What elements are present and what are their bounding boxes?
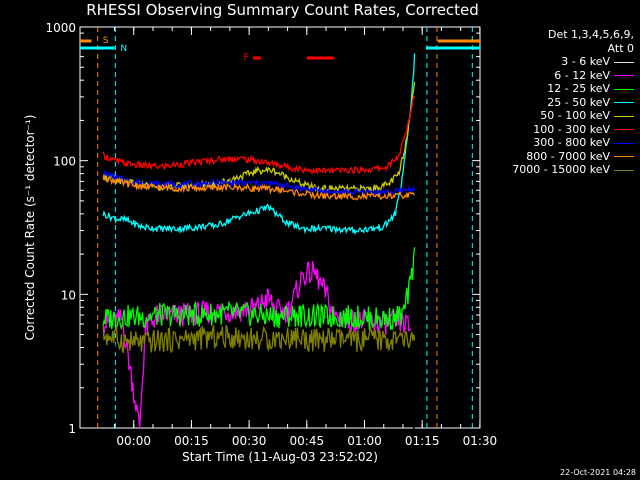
series-line <box>102 95 416 175</box>
legend-swatch <box>614 102 634 103</box>
legend-header-line-1: Det 1,3,4,5,6,9, <box>547 28 634 41</box>
x-tick-label: 00:30 <box>232 434 267 448</box>
legend-swatch <box>614 61 634 63</box>
legend-entry: 6 - 12 keV <box>512 69 634 83</box>
legend-entry: 12 - 25 keV <box>512 82 634 96</box>
flag-label-N: N <box>120 44 127 54</box>
generation-timestamp: 22-Oct-2021 04:28 <box>560 468 636 477</box>
series-line <box>102 53 416 236</box>
series-line <box>102 169 416 198</box>
x-tick-label: 01:00 <box>347 434 382 448</box>
y-axis-label: Corrected Count Rate (s⁻¹ detector⁻¹) <box>23 115 37 341</box>
x-axis-label: Start Time (11-Aug-03 23:52:02) <box>182 450 378 464</box>
legend-entry-label: 100 - 300 keV <box>533 122 610 136</box>
legend-entry-label: 3 - 6 keV <box>561 55 610 68</box>
legend-entry: 300 - 800 keV <box>512 136 634 150</box>
plot-frame <box>79 26 481 429</box>
series-line <box>102 247 416 331</box>
legend-entry: 7000 - 15000 keV <box>512 163 634 177</box>
legend-entry-label: 25 - 50 keV <box>547 95 610 109</box>
legend-entry: 100 - 300 keV <box>512 123 634 137</box>
legend-swatch <box>614 115 634 117</box>
flag-label-S: S <box>103 36 109 46</box>
series-line <box>102 324 416 354</box>
legend-entry-label: 7000 - 15000 keV <box>512 163 610 176</box>
y-tick-label: 100 <box>53 155 76 169</box>
legend-entry: 50 - 100 keV <box>512 109 634 123</box>
legend-entry: 25 - 50 keV <box>512 96 634 110</box>
legend-swatch <box>614 129 634 130</box>
x-tick-label: 01:30 <box>463 434 498 448</box>
legend: Det 1,3,4,5,6,9, Att 0 3 - 6 keV 6 - 12 k… <box>512 28 634 177</box>
y-tick-label: 10 <box>61 288 76 302</box>
series-line <box>102 285 415 429</box>
legend-entry-label: 12 - 25 keV <box>547 82 610 95</box>
legend-swatch <box>614 75 634 76</box>
legend-swatch <box>614 169 634 171</box>
legend-entry-label: 300 - 800 keV <box>533 136 610 149</box>
x-tick-label: 00:15 <box>174 434 209 448</box>
series-line <box>102 174 416 201</box>
legend-entry: 800 - 7000 keV <box>512 150 634 164</box>
x-tick-label: 00:45 <box>290 434 325 448</box>
y-tick-label: 1 <box>68 422 76 436</box>
x-tick-label: 01:15 <box>405 434 440 448</box>
x-tick-label: 00:00 <box>116 434 151 448</box>
legend-swatch <box>614 156 634 157</box>
legend-entry-label: 50 - 100 keV <box>540 109 610 122</box>
chart-title: RHESSI Observing Summary Count Rates, Co… <box>86 1 479 19</box>
legend-header-line-2: Att 0 <box>607 41 634 55</box>
legend-entry-label: 6 - 12 keV <box>554 68 610 82</box>
flag-label-F: F <box>243 53 248 63</box>
series-line <box>102 81 416 194</box>
series-line <box>102 261 412 429</box>
legend-entry: 3 - 6 keV <box>512 55 634 69</box>
legend-swatch <box>614 142 634 144</box>
y-tick-label: 1000 <box>45 21 76 35</box>
legend-swatch <box>614 88 634 90</box>
legend-entry-label: 800 - 7000 keV <box>526 149 610 163</box>
